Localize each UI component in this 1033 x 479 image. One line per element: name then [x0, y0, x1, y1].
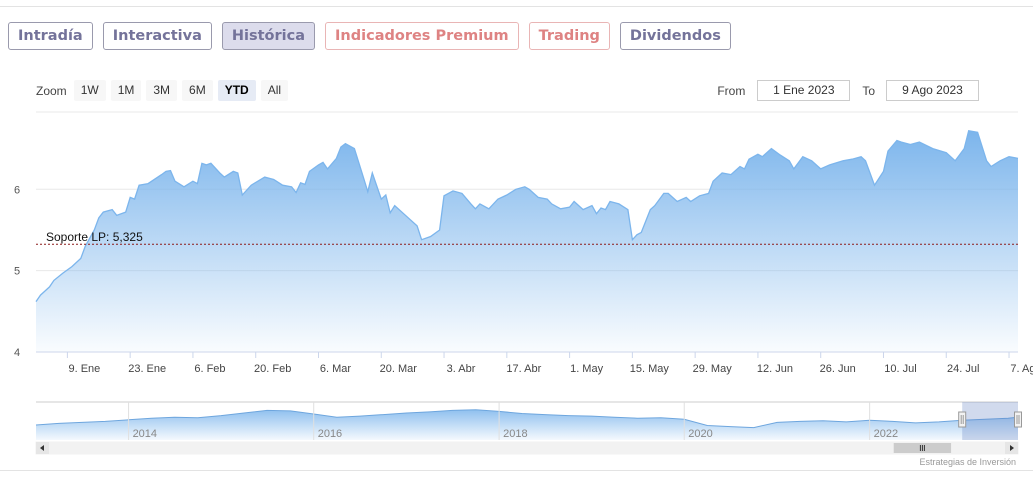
- navigator-year-label: 2020: [688, 428, 712, 440]
- tab-indicadores-premium[interactable]: Indicadores Premium: [325, 22, 519, 50]
- navigator-line: [35, 409, 1019, 429]
- navigator-right-handle[interactable]: [1014, 411, 1022, 428]
- x-tick-label: 23. Ene: [128, 363, 166, 375]
- navigator-year-label: 2018: [503, 428, 527, 440]
- tab-hist-rica[interactable]: Histórica: [221, 22, 316, 50]
- navigator-area: [36, 409, 1018, 440]
- x-tick-label: 1. May: [570, 363, 604, 375]
- x-tick-label: 17. Abr: [506, 363, 541, 375]
- zoom-button-1m[interactable]: 1M: [110, 80, 142, 101]
- x-tick-label: 3. Abr: [447, 363, 476, 375]
- y-tick-label: 4: [14, 347, 20, 359]
- price-line: [35, 129, 1019, 302]
- navigator-year-label: 2014: [133, 428, 157, 440]
- x-tick-label: 26. Jun: [820, 363, 856, 375]
- date-range: From 1 Ene 2023 To 9 Ago 2023: [717, 80, 979, 101]
- x-tick-label: 15. May: [630, 363, 670, 375]
- scroll-right-arrow-icon: [1010, 445, 1014, 451]
- zoom-button-all[interactable]: All: [260, 80, 289, 101]
- x-tick-label: 29. May: [693, 363, 733, 375]
- x-tick-label: 12. Jun: [757, 363, 793, 375]
- x-tick-label: 20. Feb: [254, 363, 291, 375]
- scroll-left-arrow-icon: [40, 445, 44, 451]
- from-date-input[interactable]: 1 Ene 2023: [757, 80, 851, 101]
- zoom-button-1w[interactable]: 1W: [73, 80, 106, 101]
- zoom-label: Zoom: [36, 83, 67, 98]
- tab-interactiva[interactable]: Interactiva: [102, 22, 212, 50]
- navigator-year-label: 2016: [318, 428, 342, 440]
- x-tick-label: 24. Jul: [947, 363, 979, 375]
- navigator-left-handle[interactable]: [958, 411, 967, 428]
- top-divider: [0, 6, 1033, 7]
- zoom-button-3m[interactable]: 3M: [146, 80, 178, 101]
- tab-intrad-a[interactable]: Intradía: [8, 22, 93, 50]
- y-tick-label: 5: [14, 266, 20, 278]
- x-tick-label: 7. Ago: [1010, 363, 1033, 375]
- support-label: Soporte LP: 5,325: [46, 230, 143, 244]
- x-tick-label: 20. Mar: [380, 363, 418, 375]
- navigator-selection: [962, 402, 1018, 440]
- chart-tabs: Intradía Interactiva Histórica Indicadores …: [8, 22, 741, 50]
- tab-dividendos[interactable]: Dividendos: [619, 22, 731, 50]
- x-tick-label: 6. Feb: [194, 363, 225, 375]
- scrollbar-track[interactable]: [35, 441, 1019, 455]
- to-date-input[interactable]: 9 Ago 2023: [886, 80, 979, 101]
- zoom-button-ytd[interactable]: YTD: [217, 80, 256, 101]
- y-tick-label: 6: [14, 184, 20, 196]
- navigator-year-label: 2022: [874, 428, 898, 440]
- from-label: From: [717, 83, 746, 98]
- to-label: To: [862, 83, 875, 98]
- zoom-selector: Zoom 1W 1M 3M 6M YTD All: [36, 80, 293, 101]
- price-area: [36, 130, 1018, 352]
- credits-link[interactable]: Estrategias de Inversión: [919, 457, 1016, 467]
- zoom-button-6m[interactable]: 6M: [182, 80, 213, 101]
- x-tick-label: 6. Mar: [320, 363, 352, 375]
- x-tick-label: 9. Ene: [68, 363, 100, 375]
- bottom-divider: [0, 470, 1033, 471]
- x-tick-label: 10. Jul: [884, 363, 916, 375]
- tab-trading[interactable]: Trading: [528, 22, 610, 50]
